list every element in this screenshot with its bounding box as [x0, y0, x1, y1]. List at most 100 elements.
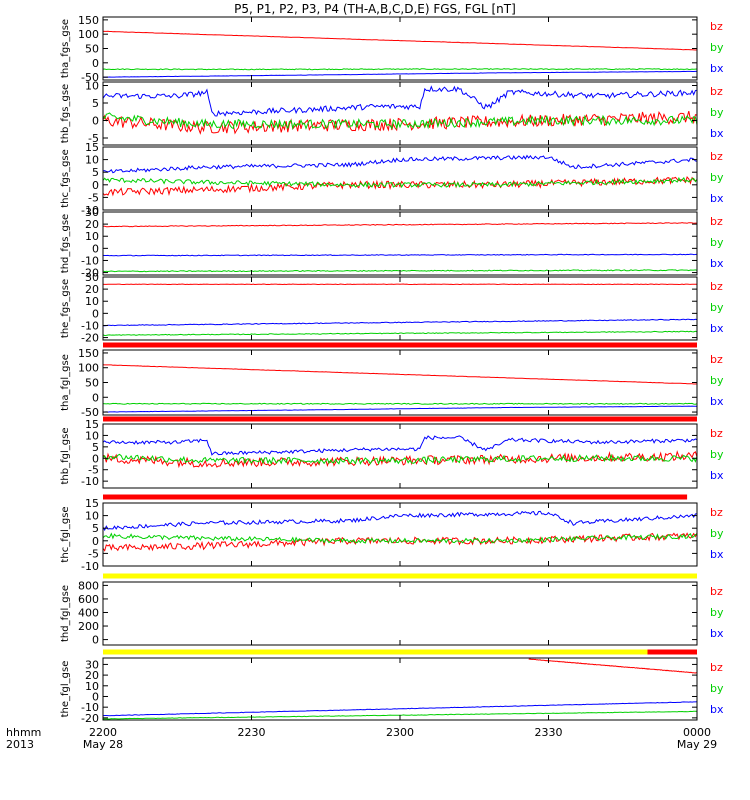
legend-bx: bx: [710, 322, 724, 335]
y-axis-label: thc_fgl_gse: [60, 506, 71, 562]
series-by-line: [102, 453, 698, 466]
y-tick-label: 0: [92, 634, 99, 647]
legend-by: by: [710, 236, 724, 249]
y-tick-label: 20: [85, 218, 99, 231]
y-tick-label: 10: [85, 680, 99, 693]
y-tick-label: 0: [92, 535, 99, 548]
legend-bx: bx: [710, 469, 724, 482]
x-tick-label: 0000: [683, 726, 711, 739]
y-tick-label: 50: [85, 377, 99, 390]
y-tick-label: 30: [85, 658, 99, 671]
series-bz-line: [102, 283, 697, 286]
series-by-line: [102, 532, 698, 544]
y-tick-label: 0: [92, 115, 99, 128]
panel-thb_fgl_gse: thb_fgl_gse: [60, 423, 698, 500]
series-bz-line: [102, 222, 697, 228]
y-axis-label: the_fgl_gse: [60, 661, 71, 718]
y-tick-label: -5: [88, 132, 99, 145]
y-tick-label: -20: [81, 332, 99, 345]
x-date-label: May 28: [83, 738, 123, 751]
y-tick-label: 15: [85, 497, 99, 510]
x-date-label: May 29: [677, 738, 717, 751]
y-axis-label: the_fgs_gse: [60, 279, 71, 338]
status-bar-red: [103, 416, 697, 422]
y-tick-label: 0: [92, 242, 99, 255]
y-tick-label: -10: [81, 319, 99, 332]
legend-bz: bz: [710, 85, 723, 98]
y-tick-label: 20: [85, 669, 99, 682]
legend-bz: bz: [710, 353, 723, 366]
y-tick-label: 0: [92, 307, 99, 320]
y-tick-label: 15: [85, 141, 99, 154]
legend-bx: bx: [710, 257, 724, 270]
panel-frame: [102, 81, 698, 146]
x-row-label-year: 2013: [6, 738, 34, 751]
panel-thc_fgs_gse: thc_fgs_gse: [60, 146, 698, 211]
y-tick-label: 0: [92, 690, 99, 703]
x-row-label-time: hhmm: [6, 726, 41, 739]
y-tick-label: 5: [92, 97, 99, 110]
legend-by: by: [710, 106, 724, 119]
y-tick-label: -10: [81, 701, 99, 714]
x-tick-label: 2200: [89, 726, 117, 739]
legend-bx: bx: [710, 548, 724, 561]
y-tick-label: 10: [85, 429, 99, 442]
legend-bz: bz: [710, 20, 723, 33]
panel-the_fgs_gse: the_fgs_gse: [60, 276, 698, 348]
y-tick-label: -5: [88, 191, 99, 204]
series-bz-line: [528, 658, 698, 674]
series-bz-line: [102, 30, 698, 51]
legend-by: by: [710, 682, 724, 695]
series-by-line: [102, 112, 698, 131]
y-tick-label: 10: [85, 295, 99, 308]
y-tick-label: 800: [78, 579, 99, 592]
panel-thd_fgl_gse: thd_fgl_gse: [60, 581, 698, 655]
panel-the_fgl_gse: the_fgl_gse: [60, 657, 698, 721]
panel-tha_fgl_gse: tha_fgl_gse: [60, 349, 698, 422]
panel-thc_fgl_gse: thc_fgl_gse: [60, 502, 698, 579]
y-tick-label: 0: [92, 391, 99, 404]
series-bx-line: [102, 253, 698, 257]
y-tick-label: 5: [92, 441, 99, 454]
y-tick-label: 10: [85, 510, 99, 523]
panel-tha_fgs_gse: tha_fgs_gse: [60, 16, 698, 81]
legend-by: by: [710, 41, 724, 54]
y-tick-label: -10: [81, 204, 99, 217]
series-bz-line: [102, 175, 698, 197]
y-axis-label: tha_fgs_gse: [60, 19, 71, 78]
legend-by: by: [710, 171, 724, 184]
legend-bx: bx: [710, 395, 724, 408]
panel-frame: [102, 657, 698, 721]
status-bar-red: [103, 494, 688, 500]
panel-frame: [102, 276, 698, 341]
legend-by: by: [710, 606, 724, 619]
series-bx-line: [102, 510, 698, 532]
panel-frame: [102, 349, 698, 416]
chart-title: P5, P1, P2, P3, P4 (TH-A,B,C,D,E) FGS, F…: [234, 2, 516, 16]
series-by-line: [102, 176, 698, 189]
legend-bx: bx: [710, 192, 724, 205]
y-tick-label: 600: [78, 593, 99, 606]
y-tick-label: -10: [81, 254, 99, 267]
series-by-line: [102, 68, 698, 71]
y-tick-label: -20: [81, 267, 99, 280]
series-bz-line: [102, 364, 698, 385]
status-bar-yellow: [103, 573, 697, 579]
y-tick-label: 30: [85, 271, 99, 284]
y-tick-label: 200: [78, 620, 99, 633]
y-axis-label: thc_fgs_gse: [60, 149, 71, 208]
y-tick-label: 20: [85, 283, 99, 296]
legend-bz: bz: [710, 661, 723, 674]
y-tick-label: 10: [85, 154, 99, 167]
legend-bx: bx: [710, 627, 724, 640]
panel-frame: [102, 16, 698, 81]
legend-bz: bz: [710, 427, 723, 440]
legend-bx: bx: [710, 62, 724, 75]
y-axis-label: thd_fgs_gse: [60, 214, 71, 273]
series-bx-line: [102, 70, 697, 78]
panel-frame: [102, 581, 698, 646]
series-bx-line: [102, 405, 697, 413]
y-tick-label: 0: [92, 179, 99, 192]
